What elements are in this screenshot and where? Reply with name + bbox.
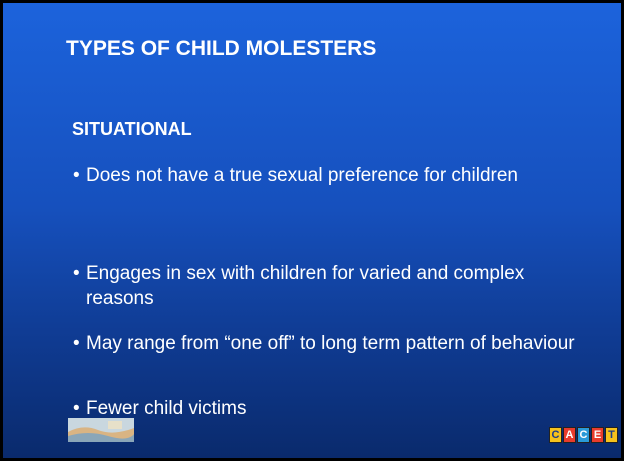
bullet-item: Fewer child victims: [73, 396, 576, 421]
logo-letter: C: [577, 427, 590, 443]
page: TYPES OF CHILD MOLESTERS SITUATIONAL CAC…: [0, 0, 624, 461]
photo-strip: [68, 418, 134, 442]
bullet-item: Does not have a true sexual preference f…: [73, 163, 576, 188]
logo-letter: C: [549, 427, 562, 443]
slide: TYPES OF CHILD MOLESTERS SITUATIONAL CAC…: [0, 0, 624, 461]
slide-subtitle: SITUATIONAL: [72, 119, 192, 140]
bullet-item: May range from “one off” to long term pa…: [73, 331, 576, 356]
slide-title: TYPES OF CHILD MOLESTERS: [66, 37, 376, 61]
logo-letter: E: [591, 427, 604, 443]
logo-letter: A: [563, 427, 576, 443]
bullet-item: Engages in sex with children for varied …: [73, 261, 576, 311]
logo-letter: T: [605, 427, 618, 443]
